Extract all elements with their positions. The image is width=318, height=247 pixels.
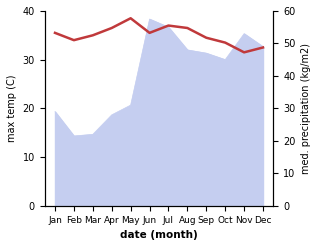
Y-axis label: med. precipitation (kg/m2): med. precipitation (kg/m2) [301, 43, 311, 174]
X-axis label: date (month): date (month) [120, 230, 198, 240]
Y-axis label: max temp (C): max temp (C) [7, 75, 17, 142]
